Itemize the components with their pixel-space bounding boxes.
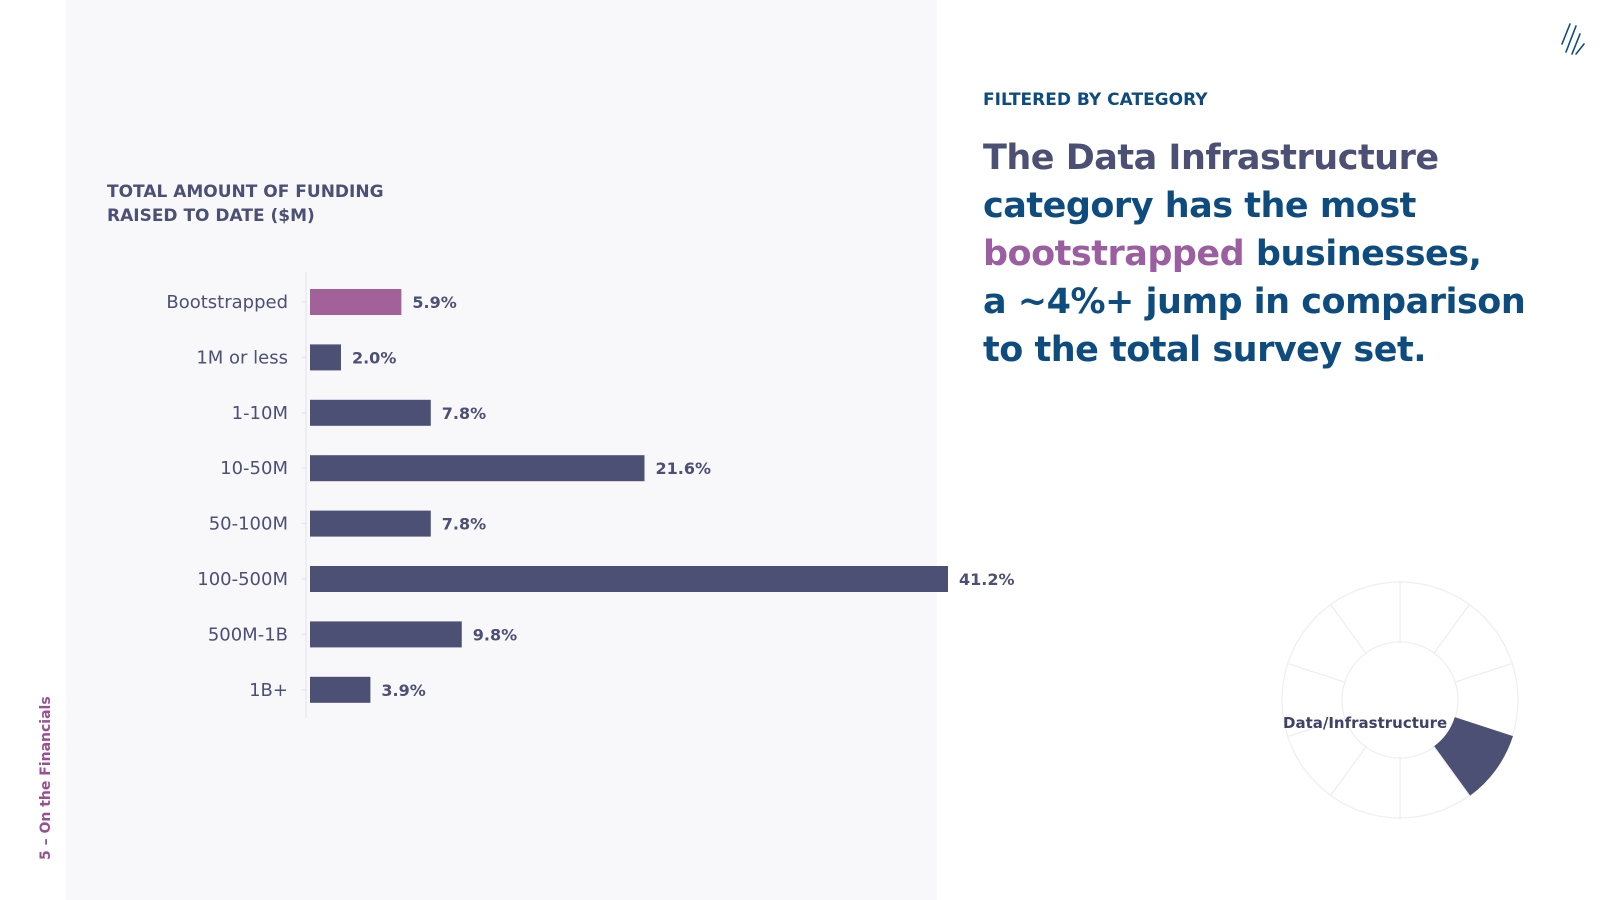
headline-line-5: to the total survey set. [983, 330, 1427, 370]
headline-line-1: The Data Infrastructure [983, 138, 1439, 178]
value-label: 3.9% [381, 681, 425, 700]
value-label: 7.8% [442, 515, 486, 534]
value-label: 21.6% [655, 459, 711, 478]
headline-line-3: bootstrapped businesses, [983, 230, 1543, 278]
donut-segment [1329, 581, 1401, 654]
category-label: 1M or less [196, 347, 288, 368]
category-label: Bootstrapped [166, 292, 288, 313]
bar [310, 399, 431, 426]
donut-label: Data/Infrastructure [1283, 714, 1448, 732]
category-donut-chart [1281, 581, 1519, 819]
headline-highlight: bootstrapped [983, 234, 1245, 274]
brand-logo-icon [1561, 23, 1585, 55]
category-label: 1B+ [249, 680, 288, 701]
bar [310, 621, 462, 648]
chart-title: TOTAL AMOUNT OF FUNDING RAISED TO DATE (… [107, 180, 467, 228]
value-label: 41.2% [959, 570, 1015, 589]
value-label: 2.0% [352, 348, 396, 367]
headline-line-4: a ~4%+ jump in comparison [983, 282, 1526, 322]
bar [310, 289, 402, 315]
category-label: 50-100M [209, 514, 288, 535]
bar [310, 510, 431, 537]
category-label: 10-50M [220, 458, 288, 479]
headline-line-2: category has the most [983, 186, 1416, 226]
value-label: 5.9% [412, 293, 456, 312]
bar [310, 676, 371, 703]
chart-title-line-2: RAISED TO DATE ($M) [107, 206, 315, 226]
value-label: 7.8% [442, 404, 486, 423]
headline: The Data Infrastructure category has the… [983, 134, 1543, 374]
value-label: 9.8% [473, 625, 517, 644]
bar [310, 455, 645, 482]
chart-panel [66, 0, 937, 900]
bar [310, 566, 948, 592]
category-label: 100-500M [197, 569, 288, 590]
bar [310, 344, 341, 371]
headline-line-3-rest: businesses, [1244, 234, 1482, 274]
chart-title-line-1: TOTAL AMOUNT OF FUNDING [107, 182, 384, 202]
filter-kicker: FILTERED BY CATEGORY [983, 90, 1208, 110]
category-label: 500M-1B [208, 624, 288, 645]
category-label: 1-10M [232, 403, 288, 424]
